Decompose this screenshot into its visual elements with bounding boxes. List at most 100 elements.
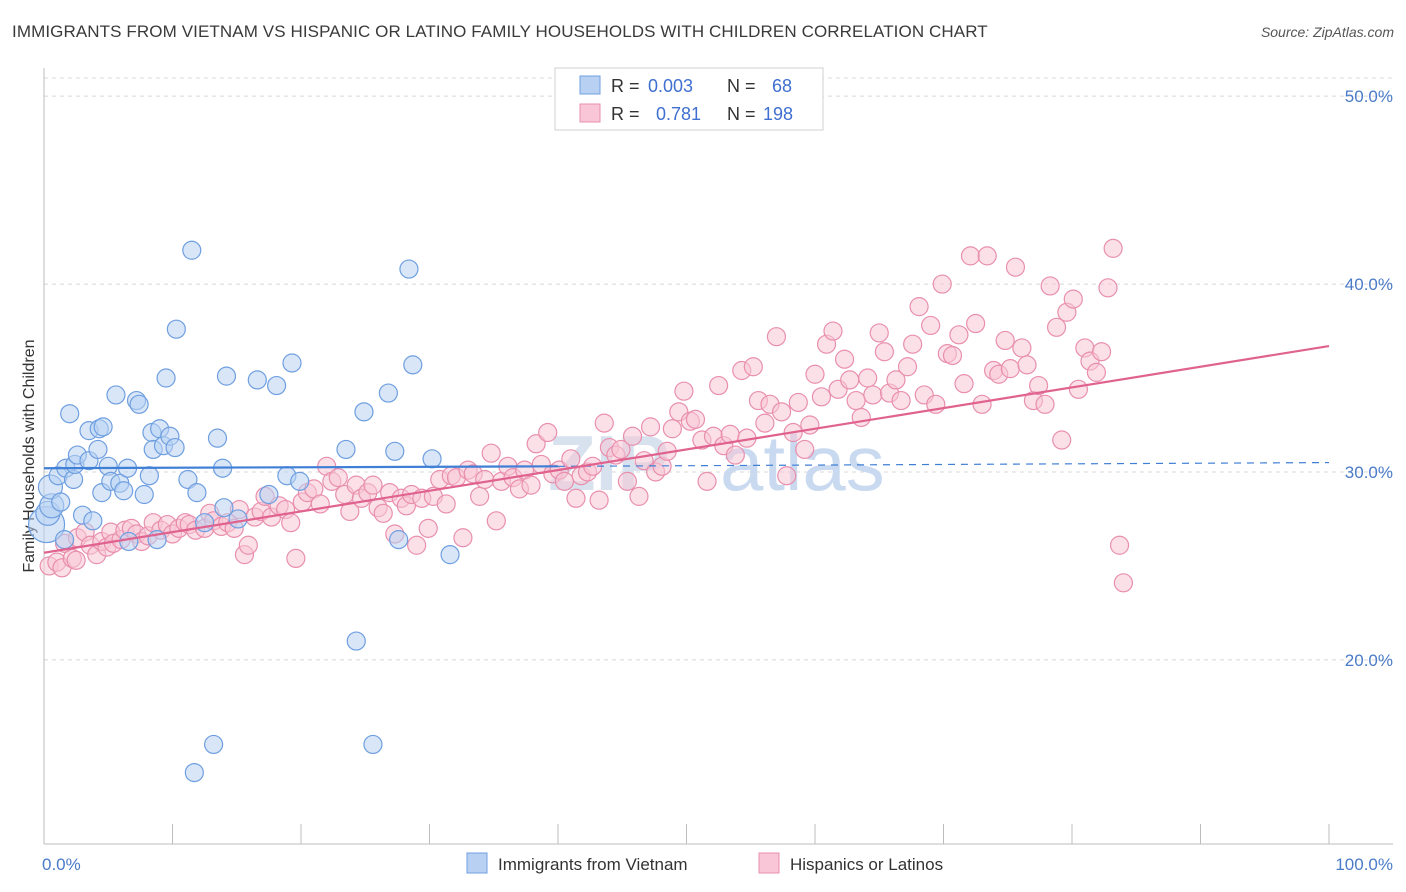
point-vietnam xyxy=(178,469,198,490)
point-vietnam xyxy=(266,375,287,396)
point-hispanic xyxy=(897,357,918,377)
x-tick-label: 100.0% xyxy=(1335,855,1393,874)
point-vietnam xyxy=(346,631,366,651)
point-hispanic xyxy=(328,468,348,488)
legend-r-value: 0.003 xyxy=(648,76,693,96)
point-hispanic xyxy=(1052,430,1072,450)
legend-n-label: N = xyxy=(727,76,756,96)
point-vietnam xyxy=(54,530,75,550)
point-hispanic xyxy=(1035,394,1055,414)
point-vietnam xyxy=(184,763,204,783)
point-hispanic xyxy=(840,370,860,390)
point-hispanic xyxy=(1103,238,1123,258)
point-vietnam xyxy=(166,319,186,339)
source-credit: Source: ZipAtlas.com xyxy=(1260,24,1394,40)
point-hispanic xyxy=(475,469,495,490)
point-hispanic xyxy=(891,390,911,411)
point-hispanic xyxy=(851,407,871,428)
point-hispanic xyxy=(995,330,1015,351)
point-hispanic xyxy=(617,471,637,491)
point-hispanic xyxy=(921,315,941,336)
point-hispanic xyxy=(788,392,808,413)
point-hispanic xyxy=(811,387,832,407)
y-tick-label: 20.0% xyxy=(1345,651,1393,670)
y-tick-label: 30.0% xyxy=(1345,463,1393,482)
point-hispanic xyxy=(589,490,609,510)
point-vietnam xyxy=(440,545,460,565)
point-hispanic xyxy=(526,434,546,454)
series-vietnam-points xyxy=(27,240,460,783)
point-hispanic xyxy=(972,394,992,414)
point-vietnam xyxy=(119,531,139,552)
legend-swatch-pink xyxy=(579,103,601,123)
point-vietnam xyxy=(83,511,103,531)
point-hispanic xyxy=(629,486,649,506)
point-hispanic xyxy=(281,513,301,533)
trend-line-vietnam-extension xyxy=(557,461,1330,467)
bottom-legend-label-hispanics: Hispanics or Latinos xyxy=(790,855,943,874)
point-hispanic xyxy=(743,357,763,377)
point-hispanic xyxy=(662,419,682,439)
point-hispanic xyxy=(363,475,383,495)
point-hispanic xyxy=(1046,317,1067,337)
legend-r-value: 0.781 xyxy=(656,104,701,124)
point-hispanic xyxy=(481,443,501,463)
bottom-legend: Immigrants from Vietnam Hispanics or Lat… xyxy=(466,852,943,874)
point-hispanic xyxy=(966,313,986,334)
point-vietnam xyxy=(216,366,237,386)
point-hispanic xyxy=(238,535,258,555)
point-hispanic xyxy=(66,550,86,570)
point-hispanic xyxy=(771,402,792,422)
point-vietnam xyxy=(422,449,442,469)
point-hispanic xyxy=(286,548,306,569)
point-hispanic xyxy=(777,466,797,486)
point-vietnam xyxy=(363,734,383,755)
point-vietnam xyxy=(51,492,71,512)
point-vietnam xyxy=(385,441,405,461)
point-hispanic xyxy=(1113,573,1134,593)
legend-n-value: 198 xyxy=(763,104,793,124)
legend-n-value: 68 xyxy=(772,76,792,96)
point-hispanic xyxy=(1017,355,1037,375)
point-hispanic xyxy=(561,449,581,469)
point-hispanic xyxy=(1068,379,1089,399)
legend: R = 0.003 N = 68 R = 0.781 N = 198 xyxy=(554,67,824,131)
point-vietnam xyxy=(336,439,356,460)
point-hispanic xyxy=(846,390,866,411)
bottom-legend-label-vietnam: Immigrants from Vietnam xyxy=(498,855,688,874)
point-vietnam xyxy=(187,483,207,503)
point-hispanic xyxy=(960,246,981,266)
y-tick-label: 40.0% xyxy=(1345,275,1393,294)
x-tick-labels: 0.0% 100.0% xyxy=(42,824,1393,874)
trend-line-vietnam xyxy=(43,465,559,470)
point-hispanic xyxy=(795,439,815,460)
point-vietnam xyxy=(93,417,113,437)
point-vietnam xyxy=(134,484,154,505)
point-hispanic xyxy=(453,528,473,548)
point-hispanic xyxy=(611,439,631,460)
point-vietnam xyxy=(139,466,159,486)
point-hispanic xyxy=(1000,359,1020,379)
point-hispanic xyxy=(622,426,643,446)
point-vietnam xyxy=(207,428,228,448)
point-hispanic xyxy=(869,323,889,343)
point-vietnam xyxy=(204,734,224,755)
point-hispanic xyxy=(486,511,506,531)
point-vietnam xyxy=(259,484,279,505)
point-hispanic xyxy=(340,501,360,522)
point-vietnam xyxy=(88,439,108,460)
point-hispanic xyxy=(1005,257,1026,277)
legend-swatch-blue xyxy=(579,75,601,95)
point-hispanic xyxy=(805,364,825,384)
point-vietnam xyxy=(214,498,234,518)
bottom-legend-swatch-blue xyxy=(466,852,488,874)
trend-line-hispanics xyxy=(43,344,1330,554)
point-hispanic xyxy=(1086,362,1107,382)
x-tick-label: 0.0% xyxy=(42,855,81,874)
point-hispanic xyxy=(932,274,952,294)
point-hispanic xyxy=(1098,278,1118,298)
point-hispanic xyxy=(1109,535,1130,555)
point-vietnam xyxy=(389,530,409,550)
point-hispanic xyxy=(874,342,894,362)
